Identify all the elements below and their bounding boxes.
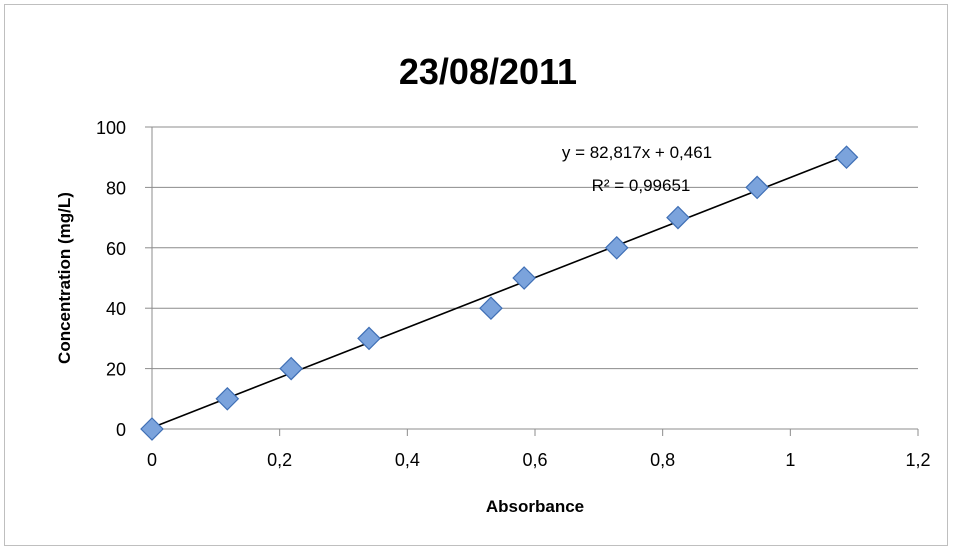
- data-point: [140, 417, 164, 441]
- y-tick-label: 20: [106, 360, 126, 380]
- y-tick-label: 40: [106, 299, 126, 319]
- r-squared-label: R² = 0,99651: [592, 176, 691, 195]
- x-tick-label: 1,2: [905, 450, 930, 470]
- chart-frame: [4, 4, 948, 546]
- x-axis-label: Absorbance: [486, 497, 584, 516]
- data-point: [512, 266, 536, 290]
- y-axis-label: Concentration (mg/L): [55, 192, 74, 364]
- y-tick-label: 60: [106, 239, 126, 259]
- data-point: [215, 386, 240, 411]
- trendline-group: [151, 154, 847, 429]
- y-tick-label: 100: [96, 118, 126, 138]
- x-tick-label: 0,6: [522, 450, 547, 470]
- axes: [145, 126, 919, 436]
- x-tick-labels: 0 0,2 0,4 0,6 0,8 1 1,2: [147, 450, 931, 470]
- x-tick-label: 0: [147, 450, 157, 470]
- data-point: [279, 356, 304, 381]
- data-point: [604, 235, 629, 260]
- chart-title: 23/08/2011: [399, 51, 577, 92]
- trendline-equation: y = 82,817x + 0,461: [562, 143, 712, 162]
- trendline: [151, 154, 847, 429]
- data-point: [745, 175, 769, 200]
- data-points: [140, 145, 859, 441]
- data-point: [834, 145, 859, 170]
- y-tick-label: 0: [116, 420, 126, 440]
- data-point: [357, 326, 381, 351]
- gridlines: [152, 126, 918, 370]
- y-tick-label: 80: [106, 178, 126, 198]
- x-tick-label: 1: [785, 450, 795, 470]
- x-tick-label: 0,8: [650, 450, 675, 470]
- data-point: [479, 296, 503, 321]
- x-tick-label: 0,2: [267, 450, 292, 470]
- data-point: [666, 205, 690, 230]
- y-tick-labels: 0 20 40 60 80 100: [96, 118, 126, 440]
- x-tick-label: 0,4: [395, 450, 420, 470]
